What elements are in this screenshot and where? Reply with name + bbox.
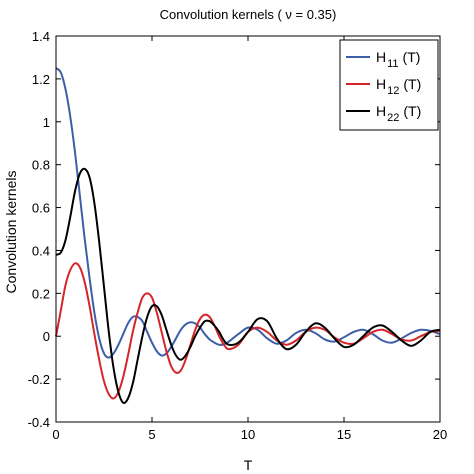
legend-label-subscript: 22 [387,112,399,124]
x-axis: 0 5 10 15 20 [52,36,447,442]
series-line-h22 [55,167,441,404]
legend-label-suffix: (T) [403,103,421,119]
y-tick-label: -0.4 [28,415,50,430]
legend-label-suffix: (T) [403,76,421,92]
legend-label-main: H [376,49,386,65]
series-lines [55,67,441,404]
chart-title: Convolution kernels ( ν = 0.35) [160,7,337,22]
y-axis-label: Convolution kernels [3,171,19,294]
series-line-h11 [55,67,441,359]
y-tick-label: 1.2 [32,72,50,87]
x-axis-label: T [244,457,253,473]
x-tick-label: 5 [148,427,155,442]
legend-label: H11 (T) [376,49,420,70]
legend-label-main: H [376,76,386,92]
y-tick-label: -0.2 [28,372,50,387]
y-tick-label: 0.2 [32,286,50,301]
y-tick-label: 0.4 [32,243,50,258]
series-line-h12 [55,262,441,400]
legend-label: H12 (T) [376,76,421,97]
legend-label-subscript: 12 [387,85,399,97]
y-tick-label: 1 [43,115,50,130]
legend-label: H22 (T) [376,103,421,124]
x-tick-label: 0 [52,427,59,442]
y-tick-label: 1.4 [32,29,50,44]
x-tick-label: 20 [433,427,447,442]
x-tick-label: 10 [241,427,255,442]
plot-frame [55,35,441,423]
legend: H11 (T)H12 (T)H22 (T) [339,39,439,131]
y-tick-label: 0.6 [32,201,50,216]
legend-label-subscript: 11 [387,58,398,70]
legend-label-main: H [376,103,386,119]
legend-label-suffix: (T) [403,49,421,65]
y-tick-label: 0 [43,329,50,344]
y-tick-label: 0.8 [32,158,50,173]
x-tick-label: 15 [337,427,351,442]
